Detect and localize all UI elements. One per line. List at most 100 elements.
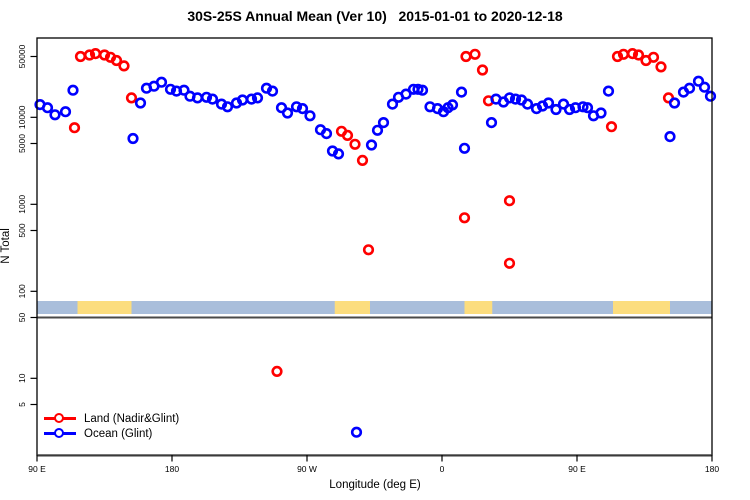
data-point-ocean xyxy=(412,83,424,95)
data-point-ocean xyxy=(602,85,615,97)
data-point-ocean xyxy=(503,92,516,104)
data-point-ocean xyxy=(191,92,204,104)
data-point-ocean xyxy=(49,109,61,121)
y-tick-label: 10000 xyxy=(17,105,27,129)
data-point-land xyxy=(118,60,130,72)
data-point-ocean xyxy=(178,84,190,96)
data-point-ocean xyxy=(41,102,54,114)
x-tick-label: 90 E xyxy=(28,464,46,474)
data-point-land xyxy=(458,212,471,224)
data-point-land xyxy=(110,54,123,67)
data-point-ocean xyxy=(485,116,498,129)
data-point-ocean xyxy=(530,102,543,115)
legend-label-land: Land (Nadir&Glint) xyxy=(84,412,180,425)
data-point-ocean xyxy=(664,131,676,143)
data-point-ocean xyxy=(59,106,72,118)
data-point-ocean xyxy=(365,139,378,151)
data-point-ocean xyxy=(127,132,139,145)
data-point-land xyxy=(617,48,630,60)
data-point-ocean xyxy=(581,102,594,114)
data-point-land xyxy=(632,49,645,61)
data-point-land xyxy=(341,129,354,141)
x-tick-label: 90 W xyxy=(297,464,317,474)
y-tick-label: 50000 xyxy=(17,44,27,68)
data-point-ocean xyxy=(521,98,534,110)
data-point-ocean xyxy=(332,148,345,160)
data-point-ocean xyxy=(320,128,333,140)
data-point-land xyxy=(125,92,138,104)
data-point-land xyxy=(83,49,96,61)
data-point-land xyxy=(647,51,660,63)
data-point-ocean xyxy=(281,107,294,119)
data-point-ocean xyxy=(509,93,522,105)
data-point-ocean xyxy=(350,426,363,438)
data-point-ocean xyxy=(692,75,705,87)
data-point-ocean xyxy=(251,92,264,104)
map-strip-land xyxy=(77,301,132,314)
data-point-land xyxy=(349,138,361,150)
data-point-ocean xyxy=(236,94,249,106)
map-strip-land xyxy=(334,301,370,314)
data-point-land xyxy=(626,47,639,60)
data-point-ocean xyxy=(290,101,303,113)
ocean-series-symbol xyxy=(44,428,76,440)
x-tick-label: 90 E xyxy=(568,464,586,474)
map-strip-land xyxy=(613,301,670,314)
data-point-ocean xyxy=(668,97,681,109)
data-point-land xyxy=(89,47,102,60)
data-point-ocean xyxy=(377,116,390,129)
data-point-land xyxy=(503,257,516,269)
legend-item-land: Land (Nadir&Glint) xyxy=(44,411,179,426)
data-point-land xyxy=(362,244,375,256)
data-point-land xyxy=(271,365,283,378)
y-tick-label: 5000 xyxy=(17,134,27,153)
data-point-land xyxy=(356,154,369,166)
data-point-ocean xyxy=(67,84,79,96)
data-point-ocean xyxy=(155,76,168,88)
data-point-ocean xyxy=(221,101,234,113)
y-tick-label: 100 xyxy=(17,284,27,298)
x-tick-label: 0 xyxy=(440,464,445,474)
data-point-ocean xyxy=(446,99,459,111)
data-point-ocean xyxy=(134,97,147,109)
data-point-ocean xyxy=(550,103,562,116)
data-point-land xyxy=(476,64,489,76)
data-point-ocean xyxy=(416,84,429,96)
x-tick-label: 180 xyxy=(165,464,179,474)
land-series-symbol xyxy=(44,413,76,425)
x-axis-title: Longitude (deg E) xyxy=(329,479,421,491)
data-point-ocean xyxy=(266,85,279,97)
data-point-land xyxy=(611,50,624,63)
data-point-land xyxy=(605,121,618,133)
data-point-ocean xyxy=(386,98,399,110)
y-tick-label: 10 xyxy=(17,373,27,383)
data-point-ocean xyxy=(296,102,309,115)
chart-title: 30S-25S Annual Mean (Ver 10) 2015-01-01 … xyxy=(187,8,563,24)
data-point-ocean xyxy=(304,110,316,122)
data-point-land xyxy=(503,195,516,207)
y-tick-label: 5 xyxy=(17,402,27,407)
y-tick-label: 50 xyxy=(17,313,27,323)
map-strip-land xyxy=(464,301,493,314)
data-point-ocean xyxy=(245,93,258,105)
data-point-land xyxy=(68,122,81,134)
data-point-ocean xyxy=(371,124,384,136)
legend-item-ocean: Ocean (Glint) xyxy=(44,426,179,441)
data-point-ocean xyxy=(698,81,711,93)
data-point-land xyxy=(655,61,667,73)
data-point-ocean xyxy=(557,98,570,110)
data-point-ocean xyxy=(164,83,177,95)
data-point-ocean xyxy=(200,91,213,103)
data-point-ocean xyxy=(595,107,607,119)
data-point-land xyxy=(469,48,481,60)
data-point-land xyxy=(74,50,87,63)
data-point-land xyxy=(460,50,472,63)
data-point-ocean xyxy=(577,101,589,113)
data-point-ocean xyxy=(206,93,219,105)
data-point-ocean xyxy=(400,88,412,100)
data-point-ocean xyxy=(455,86,468,98)
data-point-ocean xyxy=(542,97,555,109)
y-tick-label: 500 xyxy=(17,223,27,237)
x-tick-label: 180 xyxy=(705,464,719,474)
